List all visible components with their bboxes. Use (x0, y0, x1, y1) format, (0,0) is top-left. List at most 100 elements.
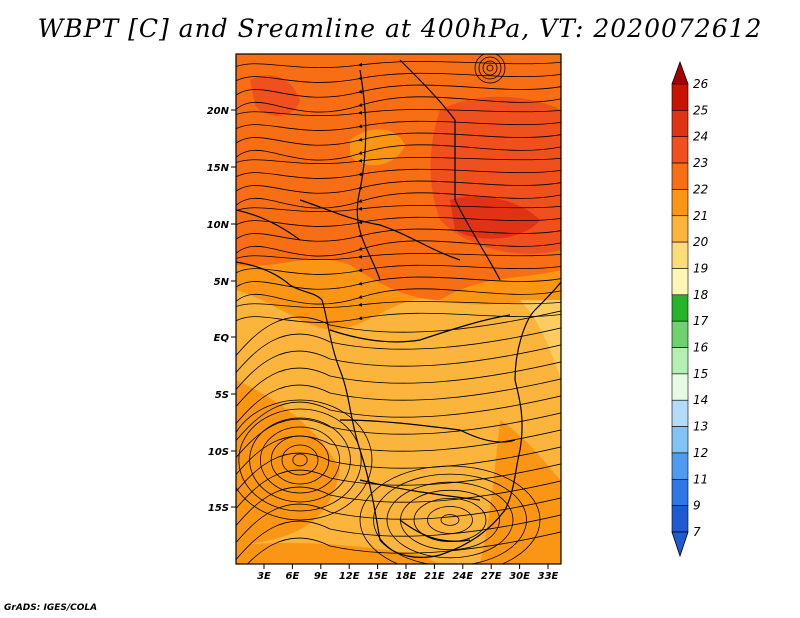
streamline-vortex (249, 417, 351, 503)
colorbar-label: 22 (693, 182, 708, 196)
lon-tick-label: 27E (481, 571, 502, 582)
streamline-vortex (292, 453, 308, 467)
streamline (236, 120, 561, 131)
lat-tick-label: 5S (215, 390, 229, 401)
streamline (236, 412, 561, 459)
streamline (236, 253, 561, 260)
streamline-vortex (427, 506, 473, 534)
colorbar-label: 17 (693, 314, 709, 328)
streamline (236, 192, 561, 209)
streamline (236, 84, 561, 98)
streamline (236, 288, 561, 305)
colorbar-segment (671, 189, 689, 217)
colorbar-label: 18 (693, 288, 709, 302)
streamlines (236, 54, 561, 564)
lon-tick-label: 21E (424, 571, 445, 582)
lon-tick-label: 33E (538, 571, 559, 582)
colorbar-label: 15 (693, 367, 708, 381)
streamline (236, 514, 561, 561)
lon-tick-label: 6E (286, 571, 300, 582)
streamline-vortex (359, 465, 541, 564)
colorbar-segment (671, 162, 689, 190)
streamline (236, 96, 561, 113)
streamline (236, 72, 561, 83)
lat-tick-label: 20N (207, 106, 230, 117)
lat-tick-label: 15S (208, 503, 229, 514)
colorbar-label: 25 (693, 103, 708, 117)
colorbar-bottom-arrow (671, 531, 689, 558)
lat-tick-label: EQ (214, 333, 230, 344)
colorbar-segment (671, 83, 689, 111)
lat-tick-label: 10S (208, 447, 229, 458)
colorbar-label: 14 (693, 393, 708, 407)
footer-credit: GrADS: IGES/COLA (4, 603, 98, 613)
streamline-vortex (482, 60, 498, 76)
colorbar-label: 9 (693, 499, 701, 513)
latitude-axis: 20N 15N 10N 5N EQ 5S 10S 15S (207, 106, 236, 514)
colorbar-segment (671, 426, 689, 454)
streamline (236, 144, 561, 161)
colorbar-label: 16 (693, 341, 709, 355)
lat-tick-label: 5N (214, 277, 230, 288)
colorbar-segment (671, 347, 689, 375)
streamline (236, 310, 561, 357)
colorbar-segment (671, 215, 689, 243)
streamline-vortex (270, 435, 330, 485)
streamline (236, 344, 561, 391)
colorbar-label: 19 (693, 261, 708, 275)
streamline-vortex (238, 408, 362, 512)
lat-tick-label: 10N (207, 220, 230, 231)
streamline (236, 205, 561, 212)
colorbar-segment (671, 241, 689, 269)
colorbar-label: 24 (693, 130, 708, 144)
colorbar-label: 26 (693, 77, 709, 91)
streamline (236, 463, 561, 510)
streamline-vortex (386, 481, 514, 559)
streamline-vortex (259, 426, 340, 494)
colorbar-label: 21 (693, 209, 708, 223)
streamline (236, 216, 561, 227)
streamline-vortex (373, 473, 527, 564)
lon-tick-label: 30E (509, 571, 530, 582)
streamline (236, 109, 561, 116)
colorbar-segment (671, 136, 689, 164)
streamline-vortex (486, 64, 494, 72)
streamline-vortex (474, 54, 506, 84)
streamline-vortex (281, 444, 319, 476)
streamline (236, 378, 561, 425)
streamline (236, 327, 561, 374)
map-frame (235, 53, 562, 565)
color-bar: 26 25 24 23 22 21 20 19 18 17 16 15 14 13 12 11 9 7 (671, 60, 709, 558)
map-title: WBPT [C] and Sreamline at 400hPa, VT: 20… (37, 14, 763, 43)
colorbar-segment (671, 320, 689, 348)
lon-tick-label: 9E (314, 571, 328, 582)
lon-tick-label: 3E (257, 571, 271, 582)
streamline (236, 276, 561, 290)
lon-tick-label: 24E (452, 571, 473, 582)
streamline (236, 429, 561, 476)
lat-tick-label: 15N (207, 163, 230, 174)
streamline (236, 312, 561, 323)
streamline (236, 395, 561, 442)
streamline-vortex (236, 399, 373, 521)
colorbar-segment (671, 399, 689, 427)
colorbar-label: 13 (693, 420, 708, 434)
colorbar-label: 11 (693, 472, 708, 486)
colorbar-segment (671, 373, 689, 401)
lon-tick-label: 18E (396, 571, 417, 582)
streamline (236, 240, 561, 257)
streamline (236, 228, 561, 242)
streamline-vortex (440, 514, 460, 526)
colorbar-segment (671, 505, 689, 533)
colorbar-top-arrow (671, 60, 689, 85)
streamline (236, 168, 561, 179)
colorbar-label: 20 (693, 235, 709, 249)
streamline-vortex (478, 56, 502, 80)
colorbar-segment (671, 478, 689, 506)
colorbar-segment (671, 294, 689, 322)
colorbar-segment (671, 452, 689, 480)
streamline (236, 301, 561, 308)
longitude-axis: 3E 6E 9E 12E 15E 18E 21E 24E 27E 30E 33E (257, 564, 559, 582)
colorbar-label: 7 (693, 525, 701, 539)
